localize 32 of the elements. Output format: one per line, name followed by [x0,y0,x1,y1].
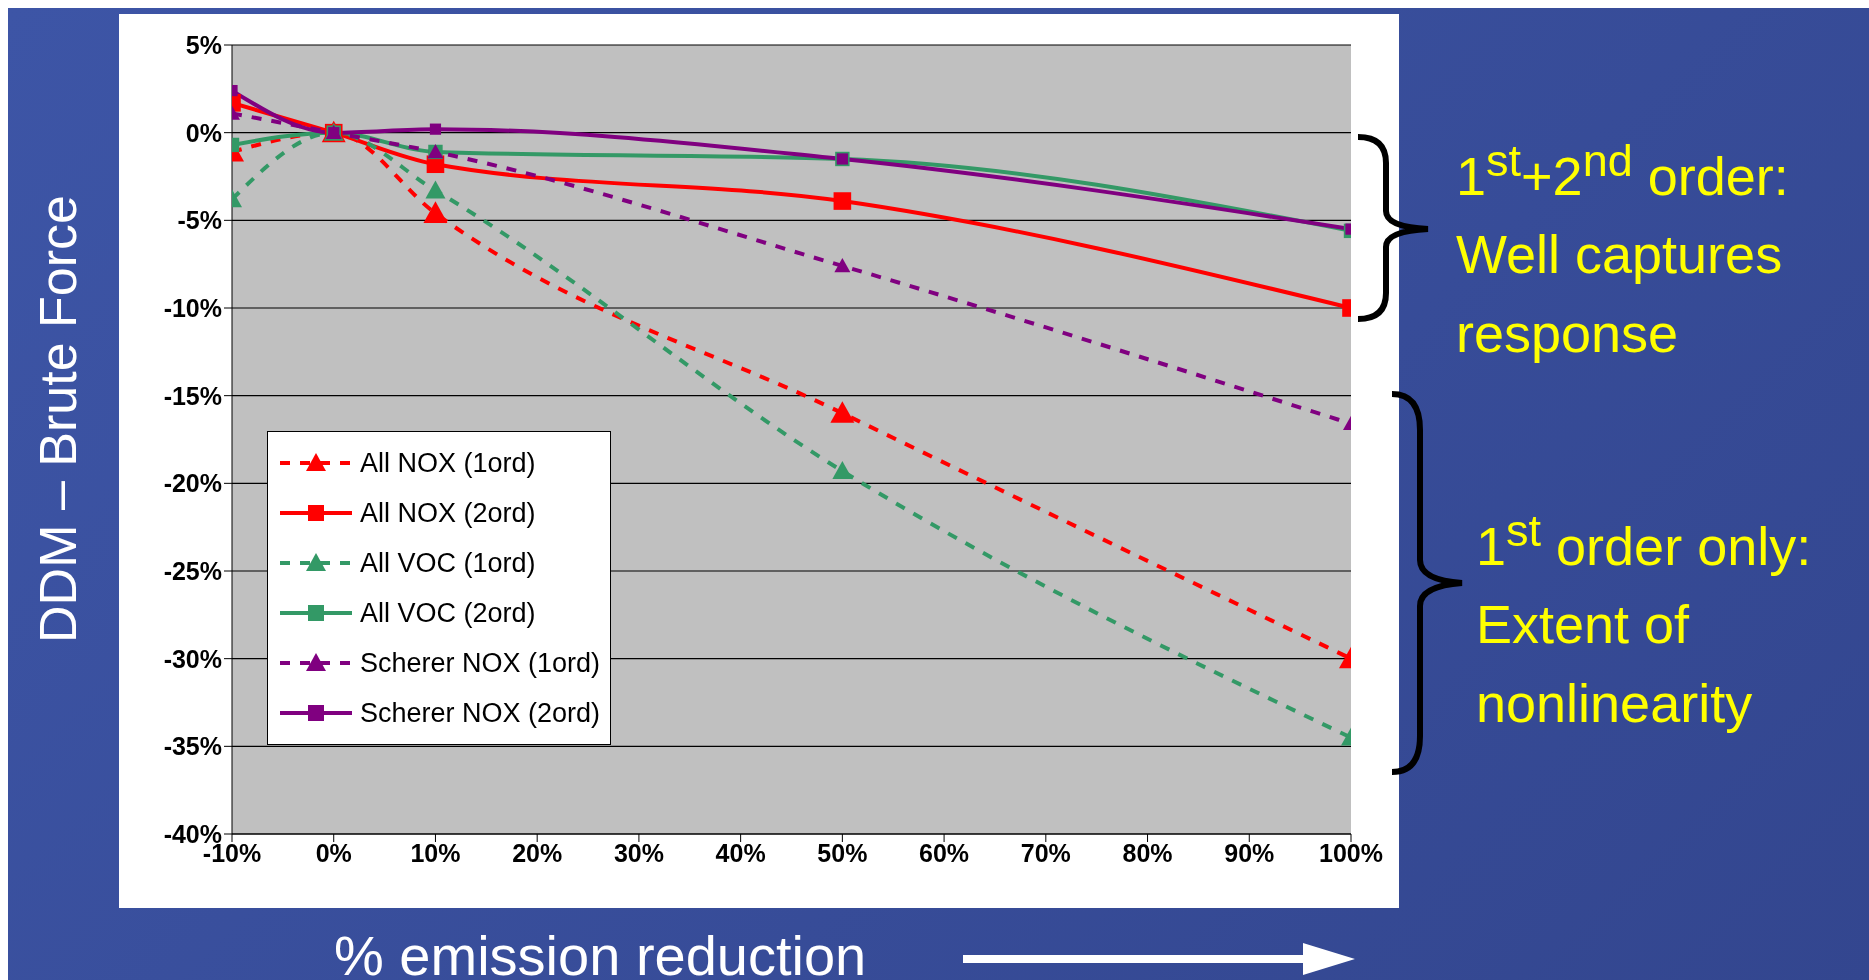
legend-label: Scherer NOX (2ord) [360,697,601,729]
text: 1$^{st}$+2$^{nd}$ order: Well captures response [1456,134,1790,365]
y-tick-label: -5% [177,206,222,235]
y-axis-title: DDM – Brute Force [28,195,88,643]
y-tick-label: -20% [163,469,222,498]
x-tick-label: 40% [715,838,766,867]
y-tick-label: -35% [163,732,222,761]
x-tick-label: 80% [1122,838,1173,867]
legend-label: All NOX (2ord) [360,497,536,529]
point [429,123,442,135]
x-tick-label: 50% [817,838,868,867]
y-tick-label: 5% [185,30,222,59]
legend-label: Scherer NOX (1ord) [360,647,601,679]
legend-label: All NOX (1ord) [360,447,536,479]
x-tick-label: 70% [1020,838,1071,867]
y-tick-label: -30% [163,644,222,673]
point [833,192,852,210]
y-tick-label: -10% [163,293,222,322]
x-tick-label: 0% [315,838,352,867]
x-tick-label: 20% [512,838,563,867]
y-tick-label: 0% [185,118,222,147]
x-tick-label: 10% [410,838,461,867]
text: 1$^{st}$ order only: Extent of nonlinearity [1476,504,1813,735]
x-tick-label: 60% [919,838,970,867]
y-tick-label: -25% [163,556,222,585]
y-tick-label: -15% [163,381,222,410]
x-axis-title: % emission reduction [334,923,867,980]
x-tick-label: 100% [1319,838,1383,867]
x-tick-label: 90% [1224,838,1275,867]
legend-label: All VOC (1ord) [360,547,536,579]
legend-label: All VOC (2ord) [360,597,536,629]
x-tick-label: 30% [613,838,664,867]
